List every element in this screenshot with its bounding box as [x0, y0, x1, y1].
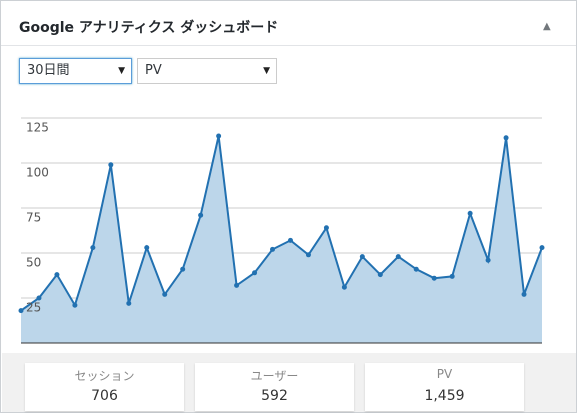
- point: [377, 272, 383, 278]
- point: [467, 210, 473, 216]
- stat-card: セッション 706: [25, 363, 184, 411]
- y-tick-label: 25: [26, 301, 41, 315]
- point: [521, 291, 527, 297]
- select-arrow: ▼: [118, 66, 125, 76]
- point: [108, 162, 114, 168]
- widget-title: Google アナリティクス ダッシュボード: [19, 20, 279, 36]
- period-select[interactable]: 30日間 ▼: [19, 58, 132, 84]
- point: [485, 257, 491, 263]
- stat-label: PV: [436, 367, 453, 381]
- point: [144, 245, 150, 251]
- area: [21, 136, 542, 343]
- stat-value: 1,459: [424, 388, 465, 404]
- point: [198, 212, 204, 218]
- point: [162, 291, 168, 297]
- point: [36, 295, 42, 301]
- chart: 25 50 75 100 125: [18, 117, 545, 344]
- point: [359, 254, 365, 260]
- point: [449, 273, 455, 279]
- point: [18, 308, 24, 314]
- stat-label: ユーザー: [250, 369, 299, 383]
- point: [72, 302, 78, 308]
- point: [413, 266, 419, 272]
- stat-card: ユーザー 592: [195, 363, 354, 411]
- point: [252, 270, 258, 276]
- point: [287, 237, 293, 243]
- y-tick-label: 75: [26, 211, 41, 225]
- select-value: 30日間: [27, 63, 70, 78]
- point: [234, 282, 240, 288]
- point: [431, 275, 437, 281]
- stat-value: 592: [261, 388, 288, 404]
- point: [341, 284, 347, 290]
- point: [90, 245, 96, 251]
- y-tick-label: 125: [26, 121, 49, 135]
- select-value: PV: [145, 63, 162, 78]
- stat-value: 706: [91, 388, 118, 404]
- line: [20, 135, 543, 312]
- select-arrow: ▼: [263, 66, 270, 76]
- widget-header: Google アナリティクス ダッシュボード ▲: [1, 1, 576, 46]
- y-tick-label: 50: [26, 256, 41, 270]
- point: [180, 266, 186, 272]
- point: [305, 252, 311, 258]
- point: [503, 135, 509, 141]
- point: [539, 245, 545, 251]
- stats-bar: セッション 706 ユーザー 592 PV 1,459: [2, 353, 576, 412]
- collapse-toggle[interactable]: ▲: [543, 21, 551, 32]
- point: [395, 254, 401, 260]
- metric-select[interactable]: PV ▼: [137, 58, 277, 84]
- stat-card: PV 1,459: [365, 363, 524, 411]
- point: [323, 225, 329, 231]
- point: [54, 272, 60, 278]
- point: [126, 300, 132, 306]
- y-tick-label: 100: [26, 166, 49, 180]
- point: [216, 133, 222, 139]
- stat-label: セッション: [74, 369, 135, 383]
- point: [270, 246, 276, 252]
